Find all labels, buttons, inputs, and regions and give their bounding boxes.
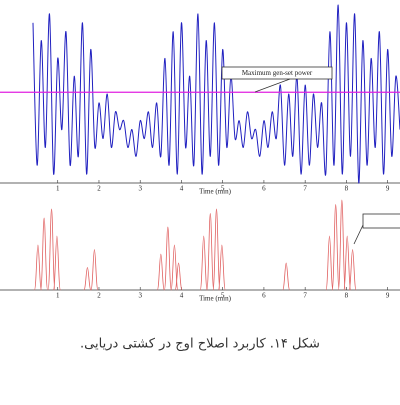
- peak: [325, 235, 334, 291]
- annotation-box: [221, 66, 333, 80]
- x-tick-label: 8: [345, 292, 349, 300]
- x-tick-label: 4: [180, 292, 184, 300]
- x-tick-label: 5: [221, 292, 225, 300]
- peak: [83, 267, 92, 291]
- annotation-arrow: [254, 78, 291, 93]
- x-tick-label: 9: [386, 185, 390, 193]
- x-tick-label: 7: [303, 185, 307, 193]
- peak: [170, 244, 179, 291]
- peak: [348, 249, 357, 291]
- caption: شکل ۱۴. کاربرد اصلاح اوج در کشتی دریایی.: [80, 337, 320, 352]
- peak: [212, 208, 221, 291]
- peak: [163, 226, 172, 291]
- x-tick-label: 4: [180, 185, 184, 193]
- peak: [331, 204, 340, 291]
- load-line: [32, 4, 400, 184]
- x-tick-label: 5: [221, 185, 225, 193]
- peak: [40, 217, 49, 291]
- peak: [53, 235, 61, 291]
- x-tick-label: 9: [386, 292, 390, 300]
- x-axis-label: Time (min): [199, 295, 231, 303]
- x-tick-label: 6: [262, 185, 266, 193]
- x-tick-label: 2: [97, 185, 101, 193]
- peak: [156, 253, 165, 291]
- annotation: Maximum gen-set power: [242, 69, 313, 77]
- x-axis-label: Time (min): [199, 188, 231, 196]
- x-tick-label: 3: [138, 292, 142, 300]
- peak: [282, 262, 291, 291]
- peak: [206, 213, 215, 291]
- x-tick-label: 2: [97, 292, 101, 300]
- x-tick-label: 6: [262, 292, 266, 300]
- peak: [199, 235, 208, 291]
- arrow: [353, 224, 364, 245]
- peak: [90, 249, 99, 291]
- peak: [337, 199, 346, 291]
- x-tick-label: 3: [138, 185, 142, 193]
- x-tick-label: 1: [56, 185, 60, 193]
- peak: [34, 244, 42, 291]
- peak: [217, 244, 226, 291]
- legend-box: [362, 213, 400, 229]
- x-tick-label: 7: [303, 292, 307, 300]
- peak: [343, 235, 352, 291]
- x-tick-label: 1: [56, 292, 60, 300]
- peak: [174, 262, 183, 291]
- x-tick-label: 8: [345, 185, 349, 193]
- peak: [47, 208, 56, 291]
